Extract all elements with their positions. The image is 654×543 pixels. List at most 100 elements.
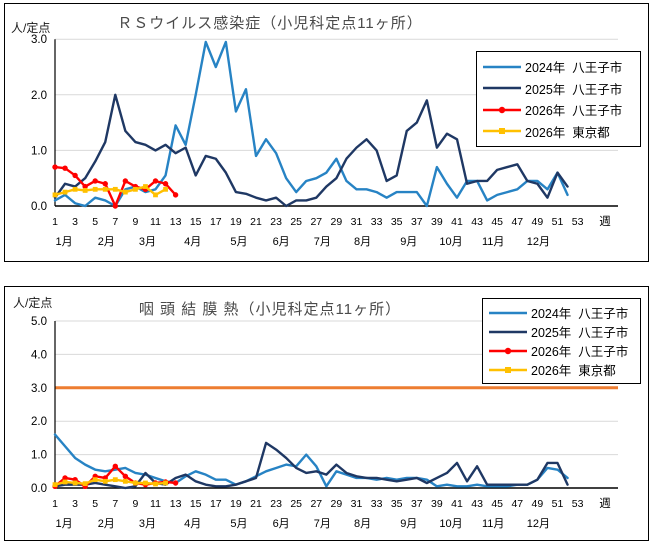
x-tick-label: 29 xyxy=(331,498,343,510)
x-tick-label: 1 xyxy=(52,216,58,228)
x-tick-label: 41 xyxy=(451,498,463,510)
month-label: 4月 xyxy=(184,518,201,530)
data-marker-2026-tokyo xyxy=(122,189,128,195)
legend-item-2026-hachioji: 2026年 八王子市 xyxy=(488,341,635,360)
data-marker-2026-hachioji xyxy=(82,183,88,190)
data-marker-2026-tokyo xyxy=(92,477,98,483)
month-label: 8月 xyxy=(354,236,371,248)
x-tick-label: 33 xyxy=(371,498,383,510)
x-tick-label: 9 xyxy=(132,498,138,510)
data-marker-2026-hachioji xyxy=(162,181,169,187)
y-tick-label: 4.0 xyxy=(31,349,47,361)
month-label: 7月 xyxy=(314,518,331,530)
rs-virus-chart-panel: 人/定点 ＲＳウイルス感染症（小児科定点11ヶ所） 0.0 1.0 2.0 3.0 1 3… xyxy=(4,3,649,262)
x-tick-label: 15 xyxy=(190,498,202,510)
data-marker-2026-tokyo xyxy=(62,479,68,485)
data-marker-2026-hachioji xyxy=(62,165,68,171)
data-marker-2026-tokyo xyxy=(72,186,78,192)
legend-label-2025-hachioji: 2025年 八王子市 xyxy=(531,326,629,340)
x-tick-label: 25 xyxy=(290,216,302,228)
data-marker-2026-hachioji xyxy=(62,475,68,481)
y-axis-unit-label: 人/定点 xyxy=(11,21,51,35)
y-tick-label: 5.0 xyxy=(31,316,47,328)
x-tick-label: 7 xyxy=(112,216,118,228)
x-tick-label: 21 xyxy=(250,216,262,228)
series-line-2024-hachioji xyxy=(53,433,569,488)
x-tick-label: 11 xyxy=(150,216,161,228)
pharyngoconjunctival-fever-chart-panel: 人/定点 咽 頭 結 膜 熱（小児科定点11ヶ所） 0.0 1.0 2.0 3.0 4.… xyxy=(4,286,649,541)
x-tick-label: 47 xyxy=(511,498,523,510)
x-tick-label: 29 xyxy=(331,216,343,228)
x-tick-label: 39 xyxy=(431,216,443,228)
data-marker-2026-tokyo xyxy=(112,186,118,192)
legend-item-2025-hachioji: 2025年 八王子市 xyxy=(482,79,635,98)
data-marker-2026-tokyo xyxy=(163,186,168,192)
data-marker-2026-hachioji xyxy=(102,181,108,187)
month-label: 9月 xyxy=(400,236,417,248)
x-tick-label: 35 xyxy=(391,216,403,228)
legend-label-2026-hachioji: 2026年 八王子市 xyxy=(531,345,629,359)
x-axis-unit-label: 週 xyxy=(599,497,611,510)
data-marker-2026-hachioji xyxy=(112,203,119,209)
data-marker-2026-tokyo xyxy=(163,480,168,486)
pharyngoconjunctival-fever-plot: 0.01.02.03.04.05.01 3 5 7 9 11 13 15 17 19 21 23 25 2… xyxy=(31,316,618,530)
legend-line-sample-2024-hachioji xyxy=(488,308,528,318)
data-marker-2026-hachioji xyxy=(172,192,179,198)
y-tick-label: 3.0 xyxy=(31,383,47,395)
month-label: 4月 xyxy=(184,236,201,248)
x-tick-label: 21 xyxy=(250,498,262,510)
x-tick-label: 51 xyxy=(552,216,564,228)
data-marker-2026-tokyo xyxy=(52,192,58,198)
chart-title-rs-virus: ＲＳウイルス感染症（小児科定点11ヶ所） xyxy=(117,15,423,32)
month-label: 10月 xyxy=(439,518,462,530)
x-axis-unit-label: 週 xyxy=(599,215,611,228)
data-marker-2026-hachioji xyxy=(92,178,98,184)
x-tick-label: 1 xyxy=(52,498,58,510)
series-line-2025-hachioji xyxy=(53,93,569,208)
x-tick-label: 11 xyxy=(150,498,161,510)
series-line-2025-hachioji xyxy=(53,441,569,490)
x-tick-label: 43 xyxy=(471,216,483,228)
x-tick-label: 43 xyxy=(471,498,483,510)
data-marker-2026-tokyo xyxy=(82,188,88,193)
legend-item-2024-hachioji: 2024年 八王子市 xyxy=(482,57,635,76)
month-label: 2月 xyxy=(98,236,115,248)
legend-label-2026-tokyo: 2026年 東京都 xyxy=(531,364,616,378)
y-tick-label: 0.0 xyxy=(31,483,47,495)
legend-label-2024-hachioji: 2024年 八王子市 xyxy=(531,307,629,321)
x-tick-label: 53 xyxy=(572,216,584,228)
month-label: 3月 xyxy=(139,518,156,530)
x-tick-label: 17 xyxy=(210,498,222,510)
x-tick-label: 23 xyxy=(270,216,282,228)
x-tick-label: 45 xyxy=(491,216,503,228)
x-tick-label: 9 xyxy=(132,216,138,228)
x-tick-label: 7 xyxy=(112,498,118,510)
data-marker-2026-tokyo xyxy=(92,186,98,192)
month-label: 11月 xyxy=(482,518,504,530)
x-tick-label: 51 xyxy=(552,498,564,510)
legend-line-sample-2026-tokyo xyxy=(482,126,522,136)
legend-line-sample-2026-tokyo xyxy=(488,365,528,375)
x-tick-label: 41 xyxy=(451,216,463,228)
legend-item-2026-hachioji: 2026年 八王子市 xyxy=(482,100,635,119)
legend-item-2024-hachioji: 2024年 八王子市 xyxy=(488,303,635,322)
legend-label-2024-hachioji: 2024年 八王子市 xyxy=(525,61,623,76)
data-marker-2026-tokyo xyxy=(153,192,158,198)
month-label: 5月 xyxy=(230,236,247,248)
x-tick-label: 37 xyxy=(411,216,423,228)
x-tick-label: 39 xyxy=(431,498,443,510)
legend-label-2025-hachioji: 2025年 八王子市 xyxy=(525,82,623,97)
x-tick-label: 5 xyxy=(92,216,98,228)
data-marker-2026-hachioji xyxy=(122,178,129,184)
month-label: 1月 xyxy=(55,518,72,530)
x-tick-label: 23 xyxy=(270,498,282,510)
x-tick-label: 5 xyxy=(92,498,98,510)
y-tick-label: 2.0 xyxy=(31,90,47,102)
data-marker-2026-tokyo xyxy=(102,186,108,192)
month-label: 6月 xyxy=(273,518,290,530)
data-marker-2026-hachioji xyxy=(122,473,129,480)
legend-line-sample-2025-hachioji xyxy=(482,83,522,93)
legend-item-2025-hachioji: 2025年 八王子市 xyxy=(488,322,635,341)
month-label: 5月 xyxy=(230,518,247,530)
data-marker-2026-hachioji xyxy=(152,178,159,184)
